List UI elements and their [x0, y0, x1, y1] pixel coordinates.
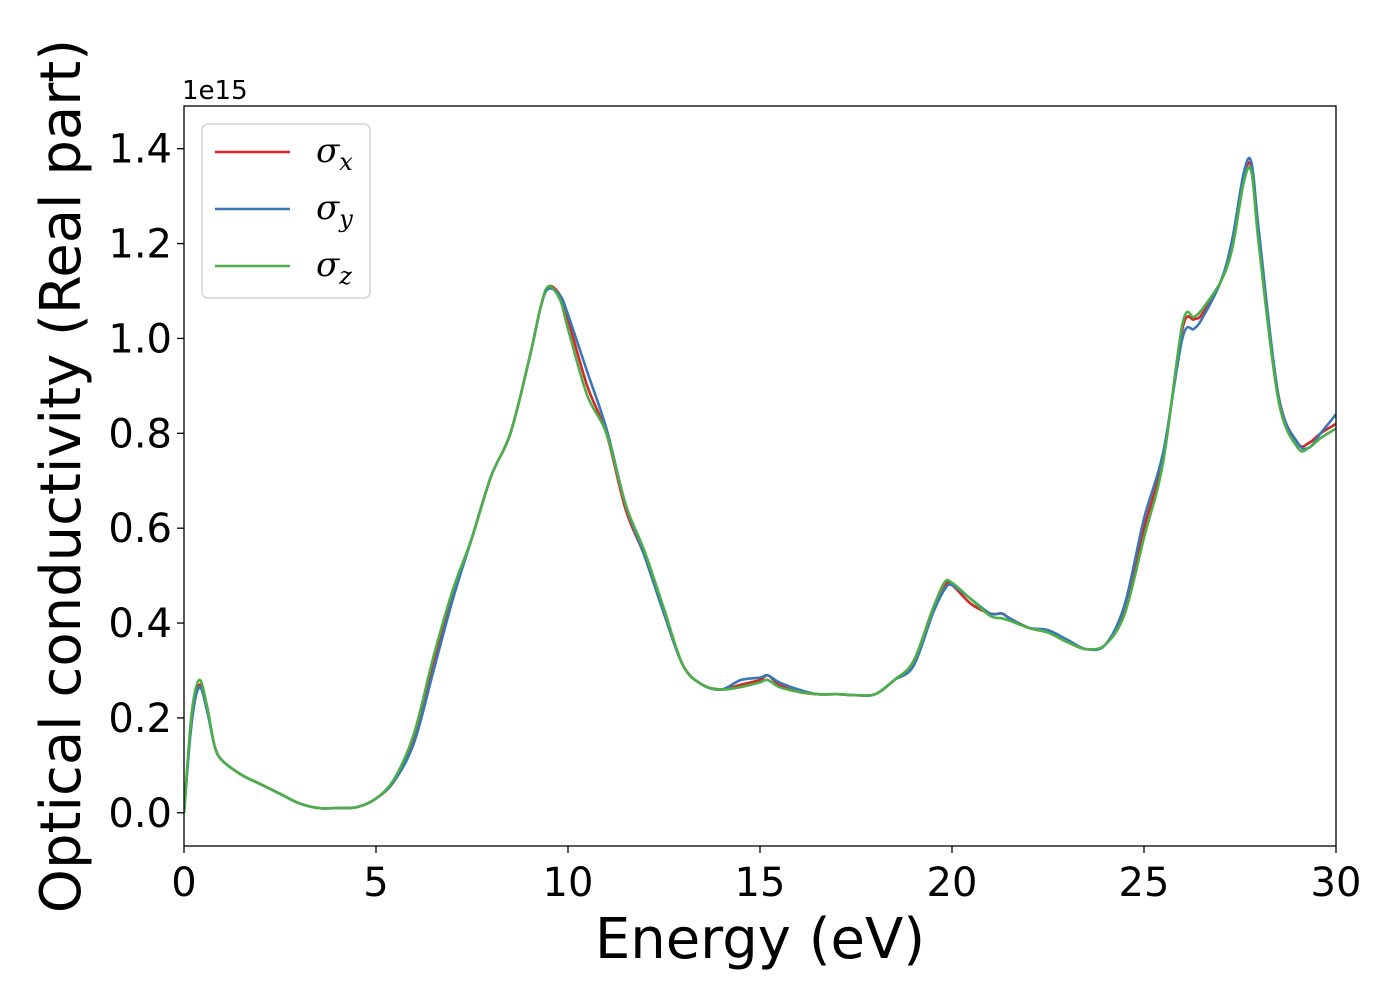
y-tick-label: 0.2 — [108, 696, 172, 742]
x-tick-label: 5 — [363, 860, 388, 906]
y-tick-label: 1.4 — [108, 127, 172, 173]
x-tick-label: 0 — [171, 860, 196, 906]
y-tick-label: 0.0 — [108, 791, 172, 837]
y-tick-label: 0.8 — [108, 411, 172, 457]
y-offset-label: 1e15 — [182, 76, 248, 106]
series-layer — [184, 156, 1336, 813]
x-tick-label: 15 — [735, 860, 786, 906]
series-line-z — [184, 165, 1336, 813]
y-tick-label: 1.0 — [108, 316, 172, 362]
legend-label-y: σy — [316, 188, 353, 233]
x-tick-label: 20 — [927, 860, 978, 906]
x-axis: 0 5 10 15 20 25 30 — [171, 846, 1361, 906]
y-tick-label: 0.6 — [108, 506, 172, 552]
y-axis-title: Optical conductivity (Real part) — [29, 39, 94, 913]
x-axis-title: Energy (eV) — [595, 907, 925, 972]
y-tick-label: 0.4 — [108, 601, 172, 647]
legend-label-z: σz — [316, 245, 352, 290]
legend-frame — [201, 123, 371, 299]
legend: σx σy σz — [201, 123, 371, 299]
x-tick-label: 10 — [543, 860, 594, 906]
y-axis: 0.0 0.2 0.4 0.6 0.8 1.0 1.2 1.4 — [108, 127, 184, 837]
x-tick-label: 30 — [1311, 860, 1362, 906]
x-tick-label: 25 — [1119, 860, 1170, 906]
legend-label-x: σx — [316, 131, 353, 176]
y-tick-label: 1.2 — [108, 222, 172, 268]
